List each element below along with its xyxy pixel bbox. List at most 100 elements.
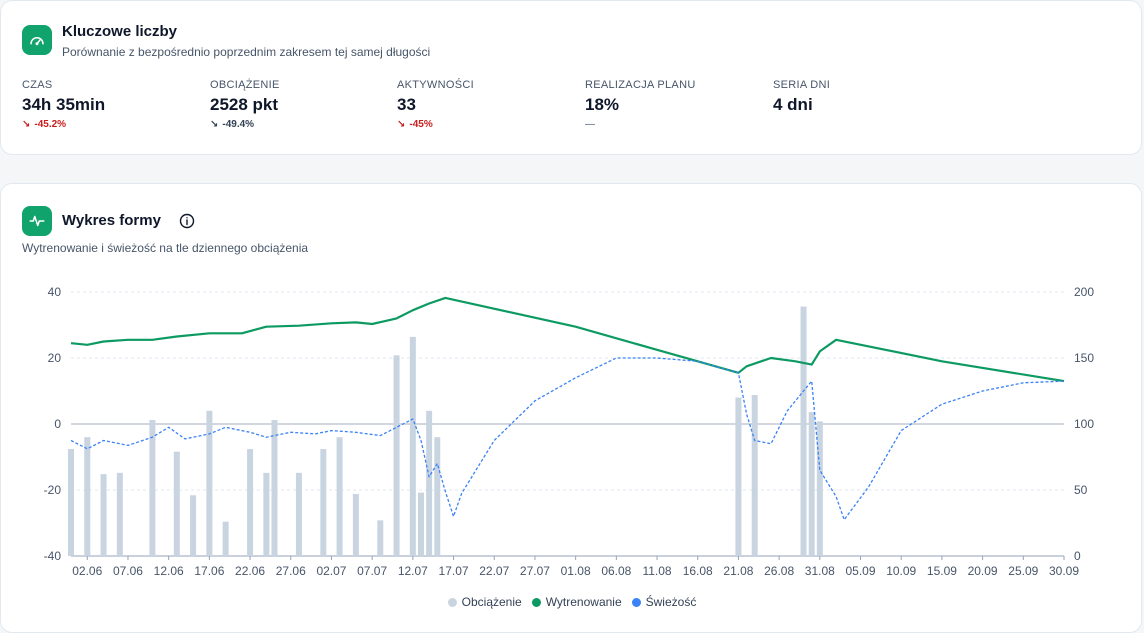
load-bar — [377, 520, 384, 556]
load-bar — [336, 437, 343, 556]
info-icon[interactable] — [179, 213, 195, 234]
trend-down-icon: ↘ — [22, 119, 31, 130]
gauge-icon — [22, 25, 52, 55]
form-chart-title: Wykres formy — [62, 212, 161, 229]
metric-label: CZAS — [22, 79, 53, 91]
metric-value: 34h 35min — [22, 95, 106, 114]
y-right-tick-label: 150 — [1074, 351, 1094, 365]
x-tick-label: 07.06 — [113, 564, 143, 578]
load-bar — [417, 492, 424, 556]
legend-swatch — [531, 597, 541, 607]
metric-value: 33 — [397, 95, 416, 114]
x-tick-label: 26.08 — [764, 564, 794, 578]
y-right-tick-label: 0 — [1074, 549, 1081, 563]
metric-plan-completion: REALIZACJA PLANU 18% — — [585, 79, 765, 130]
legend-item-fitness[interactable]: Wytrenowanie — [531, 595, 622, 609]
x-tick-label: 27.06 — [276, 564, 306, 578]
metric-delta: ↘ -45% — [397, 119, 577, 130]
key-numbers-title: Kluczowe liczby — [62, 23, 178, 40]
y-left-tick-label: -20 — [44, 483, 62, 497]
load-bar — [206, 410, 213, 556]
y-left-tick-label: -40 — [44, 549, 62, 563]
load-bar — [149, 420, 156, 556]
x-tick-label: 25.09 — [1008, 564, 1038, 578]
key-numbers-card: Kluczowe liczby Porównanie z bezpośredni… — [0, 0, 1142, 155]
load-bar — [247, 449, 254, 556]
metric-label: AKTYWNOŚCI — [397, 79, 474, 91]
x-tick-label: 15.09 — [927, 564, 957, 578]
legend-item-load[interactable]: Obciążenie — [447, 595, 522, 609]
load-bar — [320, 449, 327, 556]
metric-value: 2528 pkt — [210, 95, 279, 114]
x-tick-label: 01.08 — [561, 564, 591, 578]
load-bar — [84, 437, 91, 556]
metric-label: OBCIĄŻENIE — [210, 79, 280, 91]
y-right-tick-label: 100 — [1074, 417, 1094, 431]
metric-delta-value: -45.2% — [34, 119, 67, 130]
load-bar — [263, 472, 270, 556]
fitness-line — [70, 296, 1065, 383]
load-bar — [190, 495, 197, 556]
y-right-tick-label: 200 — [1074, 285, 1094, 299]
metric-delta-value: -49.4% — [222, 119, 255, 130]
load-bar — [68, 449, 74, 556]
metric-label: SERIA DNI — [773, 79, 831, 91]
load-bar — [434, 437, 441, 556]
metric-delta: ↘ -45.2% — [22, 119, 202, 130]
x-tick-label: 11.08 — [642, 564, 671, 578]
x-tick-label: 21.08 — [723, 564, 753, 578]
load-bar — [116, 472, 123, 556]
trend-down-icon: ↘ — [397, 119, 406, 130]
load-bar — [800, 306, 807, 556]
x-tick-label: 31.08 — [805, 564, 835, 578]
legend-label: Obciążenie — [461, 595, 522, 609]
metric-delta: — — [585, 119, 765, 130]
y-right-tick-label: 50 — [1074, 483, 1088, 497]
activity-pulse-icon — [22, 206, 52, 236]
legend-label: Świeżość — [645, 595, 697, 609]
load-bar — [100, 474, 107, 556]
metric-day-streak: SERIA DNI 4 dni — [773, 79, 953, 115]
metric-delta-value: -45% — [409, 119, 433, 130]
x-tick-label: 12.06 — [154, 564, 184, 578]
load-bar — [393, 355, 400, 556]
load-bar — [409, 336, 416, 556]
y-left-tick-label: 40 — [48, 285, 62, 299]
x-tick-label: 17.07 — [439, 564, 469, 578]
form-chart-card: Wykres formy Wytrenowanie i świeżość na … — [0, 183, 1142, 633]
load-bar — [173, 451, 180, 556]
legend-swatch — [447, 597, 457, 607]
form-line — [70, 357, 1065, 521]
x-tick-label: 02.07 — [316, 564, 346, 578]
load-bar — [751, 394, 758, 556]
load-bar — [735, 397, 742, 556]
y-left-tick-label: 20 — [48, 351, 62, 365]
form-chart-subtitle: Wytrenowanie i świeżość na tle dziennego… — [22, 241, 309, 255]
metric-load: OBCIĄŻENIE 2528 pkt ↘ -49.4% — [210, 79, 390, 130]
key-numbers-subtitle: Porównanie z bezpośrednio poprzednim zak… — [62, 45, 431, 59]
chart-legend: Obciążenie Wytrenowanie Świeżość — [1, 595, 1143, 609]
legend-item-form[interactable]: Świeżość — [631, 595, 697, 609]
metric-label: REALIZACJA PLANU — [585, 79, 696, 91]
metric-delta-value: — — [585, 119, 595, 130]
x-tick-label: 22.06 — [235, 564, 265, 578]
x-tick-label: 05.09 — [846, 564, 876, 578]
x-tick-label: 06.08 — [601, 564, 631, 578]
y-left-tick-label: 0 — [54, 417, 61, 431]
x-tick-label: 02.06 — [72, 564, 102, 578]
load-bar — [426, 410, 433, 556]
x-tick-label: 27.07 — [520, 564, 550, 578]
load-bar — [352, 493, 359, 556]
load-bar — [295, 472, 302, 556]
x-tick-label: 12.07 — [398, 564, 428, 578]
metric-delta: ↘ -49.4% — [210, 119, 390, 130]
load-bar — [808, 412, 815, 556]
trend-down-icon: ↘ — [210, 119, 219, 130]
x-tick-label: 30.09 — [1049, 564, 1079, 578]
metric-activities: AKTYWNOŚCI 33 ↘ -45% — [397, 79, 577, 130]
metric-value: 18% — [585, 95, 620, 114]
x-tick-label: 16.08 — [683, 564, 713, 578]
metric-time: CZAS 34h 35min ↘ -45.2% — [22, 79, 202, 130]
x-tick-label: 10.09 — [886, 564, 916, 578]
